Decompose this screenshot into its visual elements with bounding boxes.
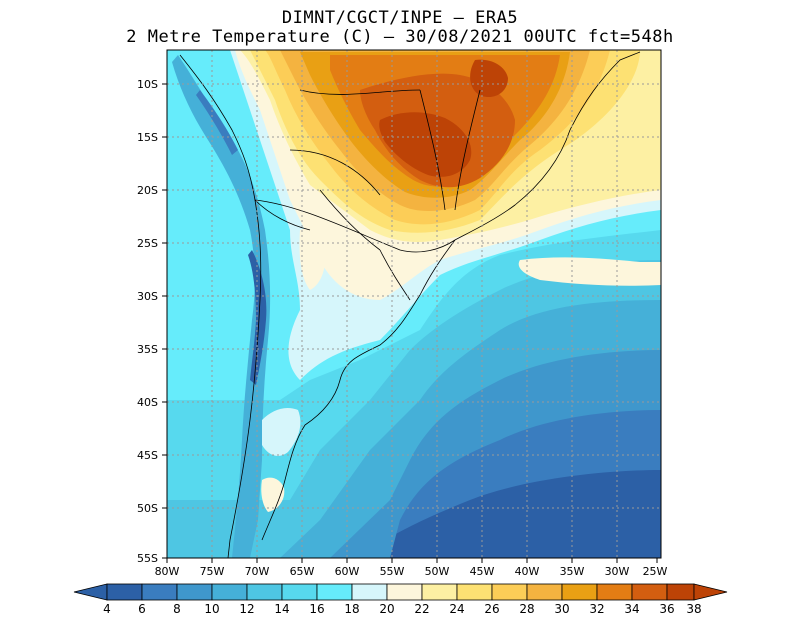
- lat-label-20s: 20S: [137, 184, 158, 197]
- colorbar-low-arrow: [73, 583, 108, 601]
- lat-label-45s: 45S: [137, 449, 158, 462]
- lat-label-55s: 55S: [137, 552, 158, 565]
- lat-label-15s: 15S: [137, 131, 158, 144]
- lat-label-40s: 40S: [137, 396, 158, 409]
- lon-label-55w: 55W: [380, 565, 405, 578]
- plot-frame: [166, 49, 662, 559]
- latitude-axis: 10S 15S 20S 25S 30S 35S 40S 45S 50S 55S: [137, 78, 167, 565]
- colorbar-label: 12: [239, 602, 254, 616]
- lon-label-70w: 70W: [245, 565, 270, 578]
- colorbar-swatch: [176, 583, 213, 601]
- colorbar-swatch: [281, 583, 318, 601]
- lon-label-45w: 45W: [470, 565, 495, 578]
- lon-label-25w: 25W: [643, 565, 668, 578]
- lat-label-25s: 25S: [137, 237, 158, 250]
- lon-label-80w: 80W: [155, 565, 180, 578]
- colorbar-label: 36: [659, 602, 674, 616]
- colorbar-swatch: [386, 583, 423, 601]
- lon-label-60w: 60W: [335, 565, 360, 578]
- lat-label-30s: 30S: [137, 290, 158, 303]
- colorbar-label: 14: [274, 602, 289, 616]
- colorbar-swatch: [106, 583, 143, 601]
- colorbar-swatch: [211, 583, 248, 601]
- colorbar-label: 32: [589, 602, 604, 616]
- lon-label-30w: 30W: [605, 565, 630, 578]
- colorbar-label: 24: [449, 602, 464, 616]
- colorbar-swatch: [316, 583, 353, 601]
- lon-label-40w: 40W: [515, 565, 540, 578]
- colorbar-label: 20: [379, 602, 394, 616]
- lat-label-50s: 50S: [137, 502, 158, 515]
- colorbar-label: 30: [554, 602, 569, 616]
- title-line-2: 2 Metre Temperature (C) – 30/08/2021 00U…: [126, 27, 674, 47]
- longitude-axis: 80W 75W 70W 65W 60W 55W 50W 45W 40W 35W …: [155, 558, 668, 578]
- colorbar-label: 16: [309, 602, 324, 616]
- colorbar-label: 26: [484, 602, 499, 616]
- colorbar-swatch: [141, 583, 178, 601]
- colorbar-label: 28: [519, 602, 534, 616]
- lon-label-65w: 65W: [290, 565, 315, 578]
- colorbar-swatch: [351, 583, 388, 601]
- colorbar-swatch: [421, 583, 458, 601]
- colorbar-label: 4: [103, 602, 111, 616]
- colorbar-swatch: [246, 583, 283, 601]
- colorbar-label: 22: [414, 602, 429, 616]
- colorbar-label: 8: [173, 602, 181, 616]
- colorbar-swatch: [456, 583, 493, 601]
- colorbar-high-arrow: [693, 583, 728, 601]
- colorbar-label: 10: [204, 602, 219, 616]
- lat-label-35s: 35S: [137, 343, 158, 356]
- title-line-1: DIMNT/CGCT/INPE – ERA5: [281, 8, 519, 28]
- colorbar-label: 38: [686, 602, 701, 616]
- colorbar-swatch: [561, 583, 598, 601]
- colorbar-label: 34: [624, 602, 639, 616]
- lon-label-75w: 75W: [200, 565, 225, 578]
- lat-label-10s: 10S: [137, 78, 158, 91]
- gridlines: [167, 50, 661, 558]
- temperature-field: [167, 50, 661, 558]
- colorbar: 4 6 8 10 12 14 16 18 20 22 24 26 28 30 3…: [73, 583, 728, 616]
- lon-label-35w: 35W: [560, 565, 585, 578]
- colorbar-label: 6: [138, 602, 146, 616]
- coastlines: [179, 51, 641, 558]
- colorbar-label: 18: [344, 602, 359, 616]
- colorbar-swatch: [666, 583, 695, 601]
- colorbar-swatch: [596, 583, 633, 601]
- lon-label-50w: 50W: [425, 565, 450, 578]
- colorbar-swatch: [631, 583, 668, 601]
- colorbar-swatch: [491, 583, 528, 601]
- colorbar-swatch: [526, 583, 563, 601]
